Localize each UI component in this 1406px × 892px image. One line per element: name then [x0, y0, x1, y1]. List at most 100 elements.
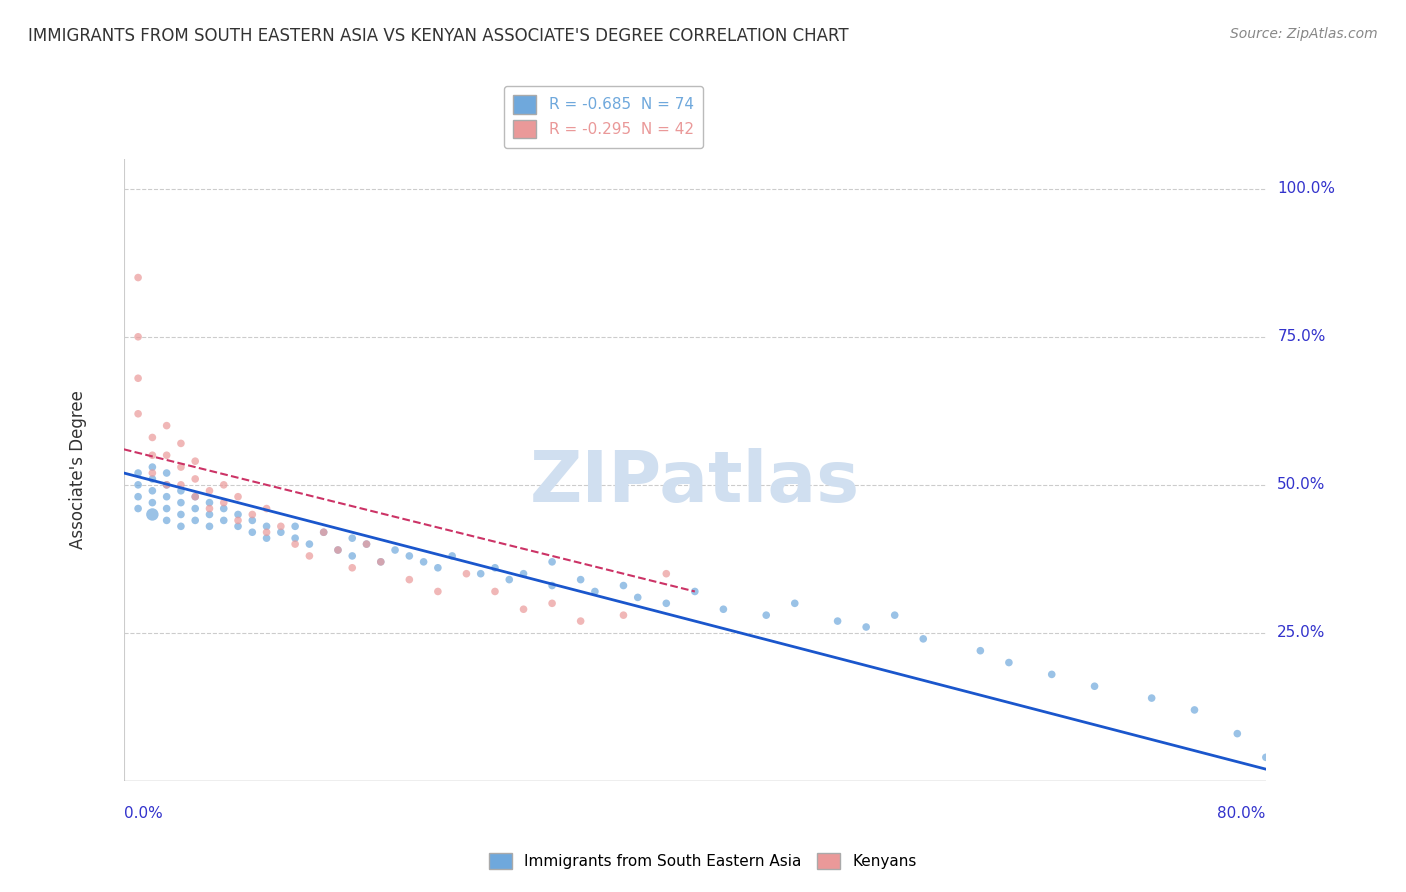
Point	[270, 525, 292, 540]
Point	[298, 537, 321, 551]
Text: Source: ZipAtlas.com: Source: ZipAtlas.com	[1230, 27, 1378, 41]
Legend: Immigrants from South Eastern Asia, Kenyans: Immigrants from South Eastern Asia, Keny…	[484, 847, 922, 875]
Point	[356, 537, 378, 551]
Point	[498, 573, 520, 587]
Point	[156, 448, 179, 462]
Point	[1083, 679, 1105, 693]
Point	[184, 472, 207, 486]
Point	[170, 495, 193, 509]
Point	[541, 555, 564, 569]
Point	[156, 478, 179, 492]
Point	[470, 566, 492, 581]
Point	[170, 436, 193, 450]
Point	[827, 614, 849, 628]
Point	[398, 549, 420, 563]
Point	[370, 555, 392, 569]
Point	[127, 501, 149, 516]
Point	[426, 561, 449, 575]
Point	[284, 519, 307, 533]
Text: 100.0%: 100.0%	[1277, 181, 1336, 196]
Point	[356, 537, 378, 551]
Point	[326, 543, 349, 558]
Point	[655, 566, 678, 581]
Point	[969, 643, 991, 657]
Point	[226, 490, 249, 504]
Point	[127, 490, 149, 504]
Point	[1254, 750, 1277, 764]
Point	[256, 519, 278, 533]
Point	[141, 495, 163, 509]
Point	[170, 483, 193, 498]
Text: 80.0%: 80.0%	[1218, 805, 1265, 821]
Point	[612, 578, 634, 592]
Point	[298, 549, 321, 563]
Point	[127, 478, 149, 492]
Point	[912, 632, 935, 646]
Point	[512, 566, 534, 581]
Text: 25.0%: 25.0%	[1277, 625, 1326, 640]
Text: IMMIGRANTS FROM SOUTH EASTERN ASIA VS KENYAN ASSOCIATE'S DEGREE CORRELATION CHAR: IMMIGRANTS FROM SOUTH EASTERN ASIA VS KE…	[28, 27, 849, 45]
Point	[127, 407, 149, 421]
Point	[484, 584, 506, 599]
Point	[541, 596, 564, 610]
Point	[170, 508, 193, 522]
Point	[456, 566, 478, 581]
Point	[1140, 691, 1163, 706]
Point	[212, 513, 235, 527]
Point	[156, 466, 179, 480]
Point	[370, 555, 392, 569]
Point	[326, 543, 349, 558]
Point	[256, 525, 278, 540]
Point	[141, 508, 163, 522]
Point	[198, 519, 221, 533]
Point	[256, 501, 278, 516]
Point	[141, 472, 163, 486]
Point	[198, 495, 221, 509]
Point	[1226, 726, 1249, 740]
Text: ZIPatlas: ZIPatlas	[530, 448, 860, 517]
Point	[212, 478, 235, 492]
Point	[655, 596, 678, 610]
Point	[569, 573, 592, 587]
Point	[512, 602, 534, 616]
Point	[312, 525, 335, 540]
Point	[141, 483, 163, 498]
Point	[412, 555, 434, 569]
Point	[1184, 703, 1206, 717]
Point	[198, 501, 221, 516]
Point	[484, 561, 506, 575]
Point	[198, 483, 221, 498]
Point	[284, 537, 307, 551]
Text: 75.0%: 75.0%	[1277, 329, 1326, 344]
Point	[156, 418, 179, 433]
Point	[342, 549, 364, 563]
Point	[127, 466, 149, 480]
Point	[170, 519, 193, 533]
Point	[141, 460, 163, 475]
Point	[184, 513, 207, 527]
Point	[683, 584, 706, 599]
Point	[156, 513, 179, 527]
Point	[184, 501, 207, 516]
Point	[270, 519, 292, 533]
Point	[212, 495, 235, 509]
Point	[141, 448, 163, 462]
Point	[156, 490, 179, 504]
Point	[184, 454, 207, 468]
Point	[127, 330, 149, 344]
Point	[256, 531, 278, 545]
Point	[713, 602, 735, 616]
Text: Associate's Degree: Associate's Degree	[69, 391, 87, 549]
Point	[226, 513, 249, 527]
Point	[441, 549, 464, 563]
Text: 0.0%: 0.0%	[124, 805, 163, 821]
Point	[156, 478, 179, 492]
Point	[240, 513, 263, 527]
Point	[755, 608, 778, 623]
Point	[170, 478, 193, 492]
Point	[127, 270, 149, 285]
Point	[141, 430, 163, 444]
Point	[398, 573, 420, 587]
Point	[212, 501, 235, 516]
Point	[141, 466, 163, 480]
